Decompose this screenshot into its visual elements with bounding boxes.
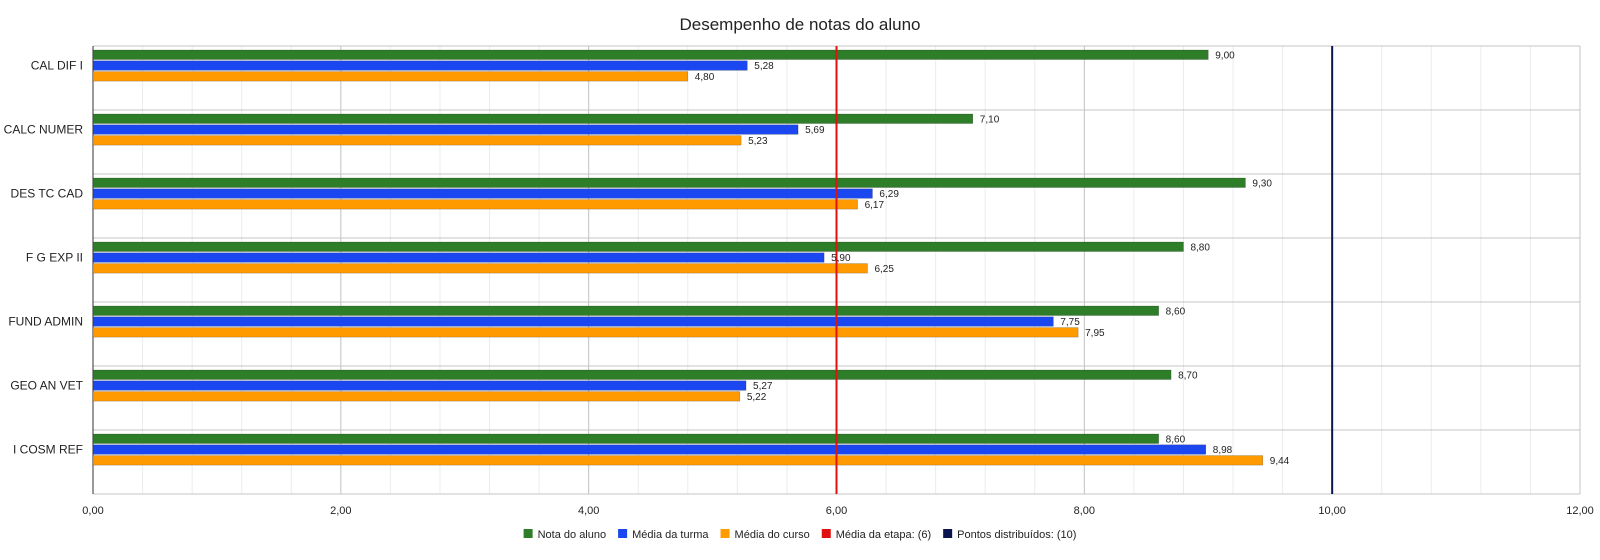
legend-label: Média da etapa: (6) (836, 529, 931, 541)
data-label: 8,70 (1178, 370, 1198, 381)
data-label: 8,98 (1213, 445, 1233, 456)
labels: 9,00 5,28 4,80 CAL DIF I 7,10 5,69 5,23 CALC NU… (4, 50, 1594, 517)
bar (92, 71, 689, 82)
category-label: GEO AN VET (10, 379, 83, 393)
data-label: 8,60 (1166, 306, 1186, 317)
data-label: 6,29 (879, 189, 899, 200)
data-label: 5,23 (748, 136, 768, 147)
legend-item[interactable]: Média da turma (618, 529, 709, 541)
bar (92, 316, 1054, 327)
data-label: 4,80 (695, 72, 715, 83)
legend-item[interactable]: Média da etapa: (6) (821, 529, 931, 541)
legend-item[interactable]: Pontos distribuídos: (10) (943, 529, 1076, 541)
category-label: FUND ADMIN (8, 315, 83, 329)
bars (92, 49, 1264, 466)
bar (92, 252, 825, 263)
bar (92, 369, 1172, 380)
bar (92, 380, 747, 391)
data-label: 7,95 (1085, 328, 1105, 339)
legend-swatch (618, 529, 628, 538)
legend-item[interactable]: Média do curso (720, 529, 810, 541)
data-label: 9,44 (1270, 456, 1290, 467)
x-tick-label: 2,00 (330, 505, 351, 517)
legend[interactable]: Nota do aluno Média da turma Média do curs… (523, 529, 1077, 541)
legend-label: Pontos distribuídos: (10) (957, 529, 1076, 541)
data-label: 5,90 (831, 253, 851, 264)
x-tick-label: 4,00 (578, 505, 599, 517)
data-label: 5,69 (805, 125, 825, 136)
bar (92, 188, 873, 199)
bar (92, 199, 858, 210)
bar (92, 113, 974, 124)
legend-swatch (821, 529, 831, 538)
x-tick-label: 0,00 (82, 505, 103, 517)
x-tick-label: 10,00 (1318, 505, 1346, 517)
bar (92, 124, 799, 135)
legend-item[interactable]: Nota do aluno (523, 529, 607, 541)
chart-title: Desempenho de notas do aluno (679, 15, 920, 34)
data-label: 5,22 (747, 392, 767, 403)
bar (92, 305, 1159, 316)
bar (92, 455, 1264, 466)
legend-label: Média da turma (632, 529, 709, 541)
bar (92, 135, 742, 146)
data-label: 5,28 (754, 61, 774, 72)
data-label: 6,25 (874, 264, 894, 275)
x-tick-label: 8,00 (1074, 505, 1095, 517)
bar (92, 241, 1184, 252)
data-label: 9,00 (1215, 50, 1235, 61)
reference-lines (835, 46, 1334, 494)
bar (92, 49, 1209, 60)
bar (92, 391, 741, 402)
category-label: DES TC CAD (11, 187, 84, 201)
legend-label: Nota do aluno (538, 529, 607, 541)
data-label: 9,30 (1252, 178, 1272, 189)
data-label: 7,75 (1060, 317, 1080, 328)
bar (92, 177, 1246, 188)
bar (92, 263, 868, 274)
data-label: 8,80 (1190, 242, 1210, 253)
x-tick-label: 6,00 (826, 505, 847, 517)
legend-label: Média do curso (735, 529, 810, 541)
bar (92, 444, 1207, 455)
data-label: 8,60 (1166, 434, 1186, 445)
category-label: CAL DIF I (31, 59, 83, 73)
legend-swatch (523, 529, 533, 538)
category-label: F G EXP II (26, 251, 83, 265)
bar (92, 60, 748, 71)
data-label: 6,17 (865, 200, 885, 211)
data-label: 7,10 (980, 114, 1000, 125)
category-label: CALC NUMER (4, 123, 84, 137)
legend-swatch (943, 529, 953, 538)
bar (92, 327, 1079, 338)
bar (92, 433, 1159, 444)
category-label: I COSM REF (13, 443, 83, 457)
legend-swatch (720, 529, 730, 538)
data-label: 5,27 (753, 381, 773, 392)
x-tick-label: 12,00 (1566, 505, 1594, 517)
